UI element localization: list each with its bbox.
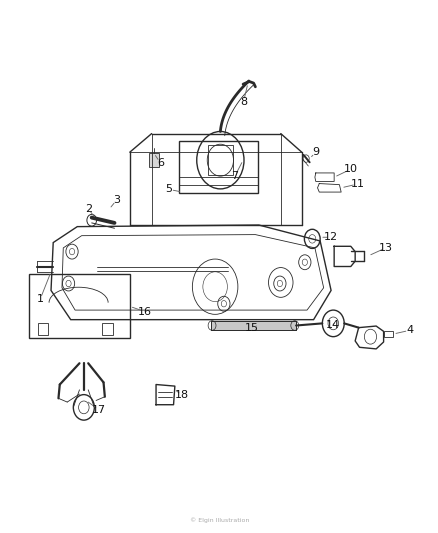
Text: 15: 15 (245, 322, 259, 333)
Text: 5: 5 (165, 184, 172, 195)
Text: 4: 4 (406, 325, 413, 335)
Text: 14: 14 (325, 320, 339, 330)
Bar (102, 323, 113, 335)
Bar (148, 154, 159, 166)
Bar (38, 323, 48, 335)
Bar (210, 321, 295, 330)
Text: 16: 16 (138, 306, 152, 317)
Text: 8: 8 (240, 96, 247, 107)
Text: 18: 18 (175, 390, 189, 400)
Text: 17: 17 (92, 405, 106, 415)
Text: 1: 1 (36, 294, 43, 304)
Bar (208, 146, 232, 175)
Text: © Elgin Illustration: © Elgin Illustration (189, 517, 249, 523)
Bar (383, 332, 392, 337)
Bar (179, 141, 258, 193)
Text: 7: 7 (231, 171, 238, 181)
Text: 6: 6 (156, 158, 163, 168)
Text: 10: 10 (343, 164, 357, 174)
Text: 11: 11 (350, 179, 364, 189)
Text: 9: 9 (311, 147, 318, 157)
Text: 12: 12 (323, 232, 337, 243)
Text: 3: 3 (113, 195, 120, 205)
Text: 2: 2 (85, 204, 92, 214)
Text: 13: 13 (378, 243, 392, 253)
